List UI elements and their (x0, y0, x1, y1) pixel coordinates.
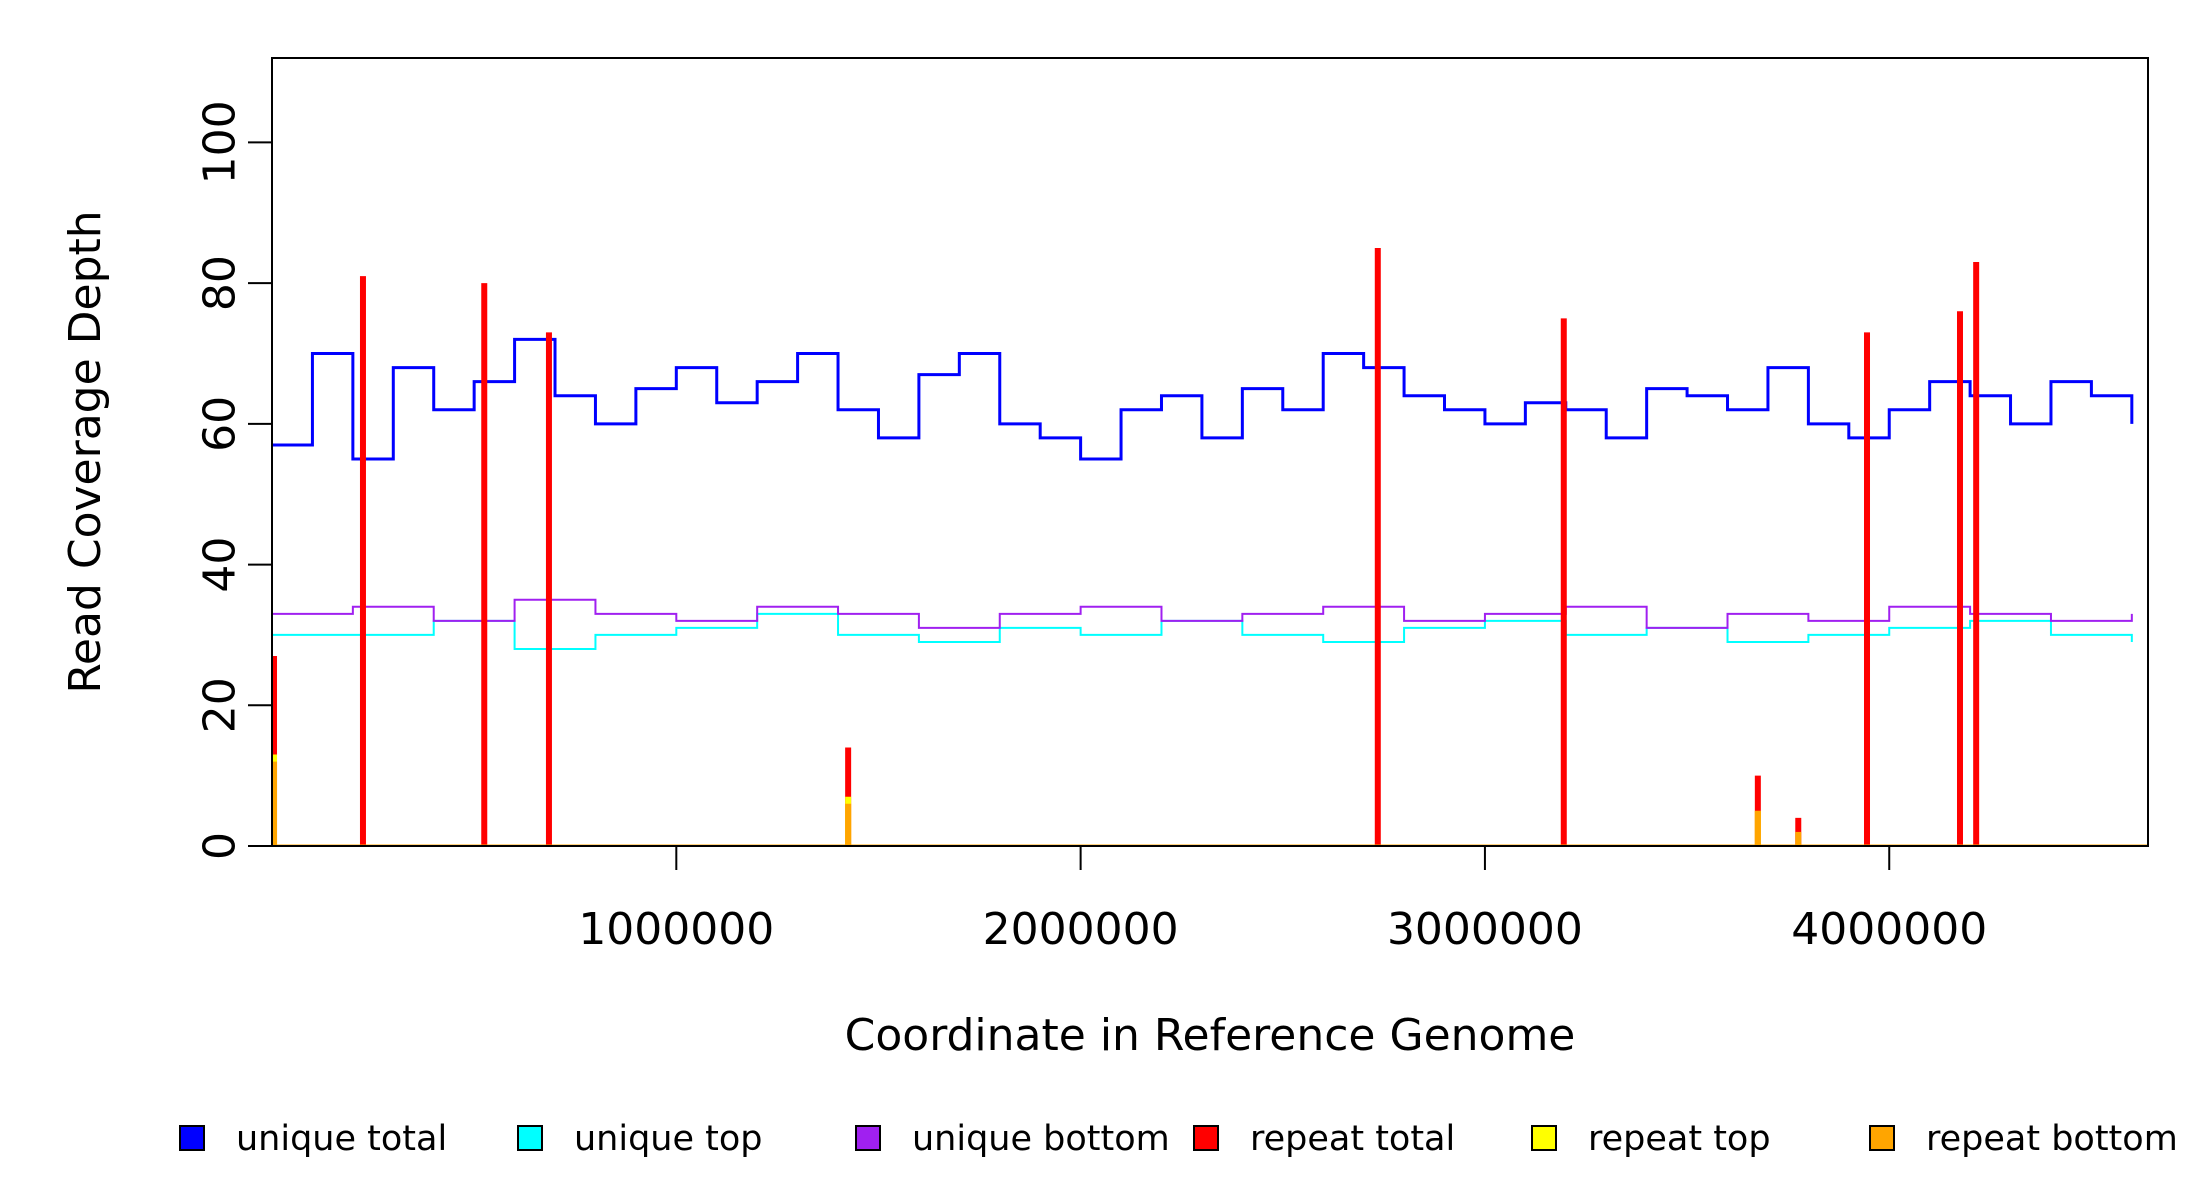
x-tick-label: 4000000 (1791, 904, 1987, 955)
y-tick-label: 80 (195, 255, 246, 311)
legend-label: repeat bottom (1926, 1119, 2178, 1159)
y-tick-label: 20 (195, 677, 246, 733)
legend: unique total unique top unique bottom repea… (179, 1119, 2178, 1159)
plot-area (272, 247, 2148, 846)
y-axis: 0 20 40 60 80 100 (195, 100, 273, 860)
legend-label: unique top (574, 1119, 763, 1159)
series-line-unique-total (272, 337, 2134, 461)
legend-label: unique bottom (912, 1119, 1170, 1159)
x-tick-label: 1000000 (578, 904, 774, 955)
legend-swatch (855, 1125, 881, 1151)
x-tick-label: 2000000 (983, 904, 1179, 955)
series-line-unique-top (272, 612, 2133, 650)
y-tick-label: 100 (195, 100, 246, 184)
legend-swatch (1869, 1125, 1895, 1151)
legend-label: repeat total (1250, 1119, 1455, 1159)
legend-swatch (1531, 1125, 1557, 1151)
x-axis: 1000000 2000000 3000000 4000000 (578, 846, 1987, 955)
x-tick-label: 3000000 (1387, 904, 1583, 955)
x-axis-title: Coordinate in Reference Genome (845, 1010, 1576, 1061)
y-tick-label: 40 (195, 537, 246, 593)
series-line-unique-bottom (272, 598, 2133, 629)
legend-label: repeat top (1588, 1119, 1771, 1159)
y-axis-title: Read Coverage Depth (60, 210, 111, 693)
y-tick-label: 0 (195, 832, 246, 860)
legend-swatch (179, 1125, 205, 1151)
y-tick-label: 60 (195, 396, 246, 452)
legend-swatch (517, 1125, 543, 1151)
legend-label: unique total (236, 1119, 447, 1159)
series-group (272, 247, 2148, 846)
legend-swatch (1193, 1125, 1219, 1151)
